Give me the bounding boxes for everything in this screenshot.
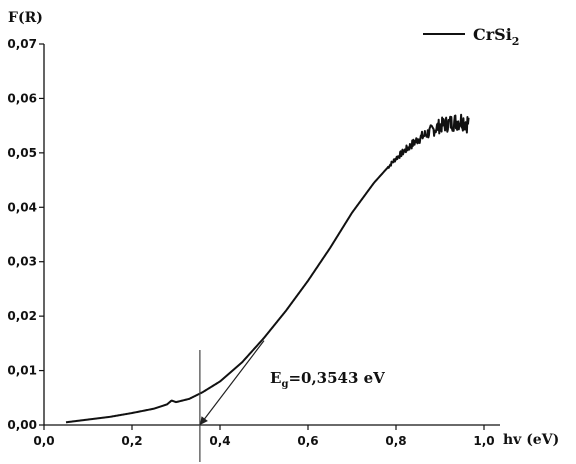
x-tick-label: 1,0 <box>473 434 494 448</box>
y-axis-ticks: 0,00 0,01 0,02 0,03 0,04 0,05 0,06 0,07 <box>7 37 44 432</box>
legend: CrSi2 <box>423 25 519 48</box>
y-tick-label: 0,06 <box>7 91 37 105</box>
x-tick-label: 0,8 <box>385 434 406 448</box>
x-tick-label: 0,6 <box>297 434 318 448</box>
y-tick-label: 0,07 <box>7 37 37 51</box>
legend-label: CrSi2 <box>473 25 519 48</box>
legend-label-subscript: 2 <box>512 35 520 48</box>
y-tick-label: 0,01 <box>7 364 37 378</box>
bandgap-annotation <box>199 340 265 462</box>
series-layer <box>65 113 470 424</box>
x-tick-label: 0,0 <box>33 434 54 448</box>
y-axis-title: F(R) <box>8 10 43 26</box>
tangent-arrowhead <box>199 416 208 425</box>
bandgap-label-subscript: g <box>281 379 288 390</box>
x-tick-label: 0,4 <box>209 434 230 448</box>
tangent-line <box>199 340 265 426</box>
x-tick-label: 0,2 <box>121 434 142 448</box>
series-line <box>65 113 470 424</box>
y-tick-label: 0,02 <box>7 309 37 323</box>
plot-frame <box>43 44 500 426</box>
bandgap-label: Eg=0,3543 eV <box>270 369 385 390</box>
y-tick-label: 0,03 <box>7 255 37 269</box>
x-axis-title: hv (eV) <box>503 432 559 448</box>
x-axis-ticks: 0,0 0,2 0,4 0,6 0,8 1,0 <box>33 425 495 448</box>
y-tick-label: 0,04 <box>7 200 37 214</box>
y-tick-label: 0,05 <box>7 146 37 160</box>
y-tick-label: 0,00 <box>7 418 37 432</box>
